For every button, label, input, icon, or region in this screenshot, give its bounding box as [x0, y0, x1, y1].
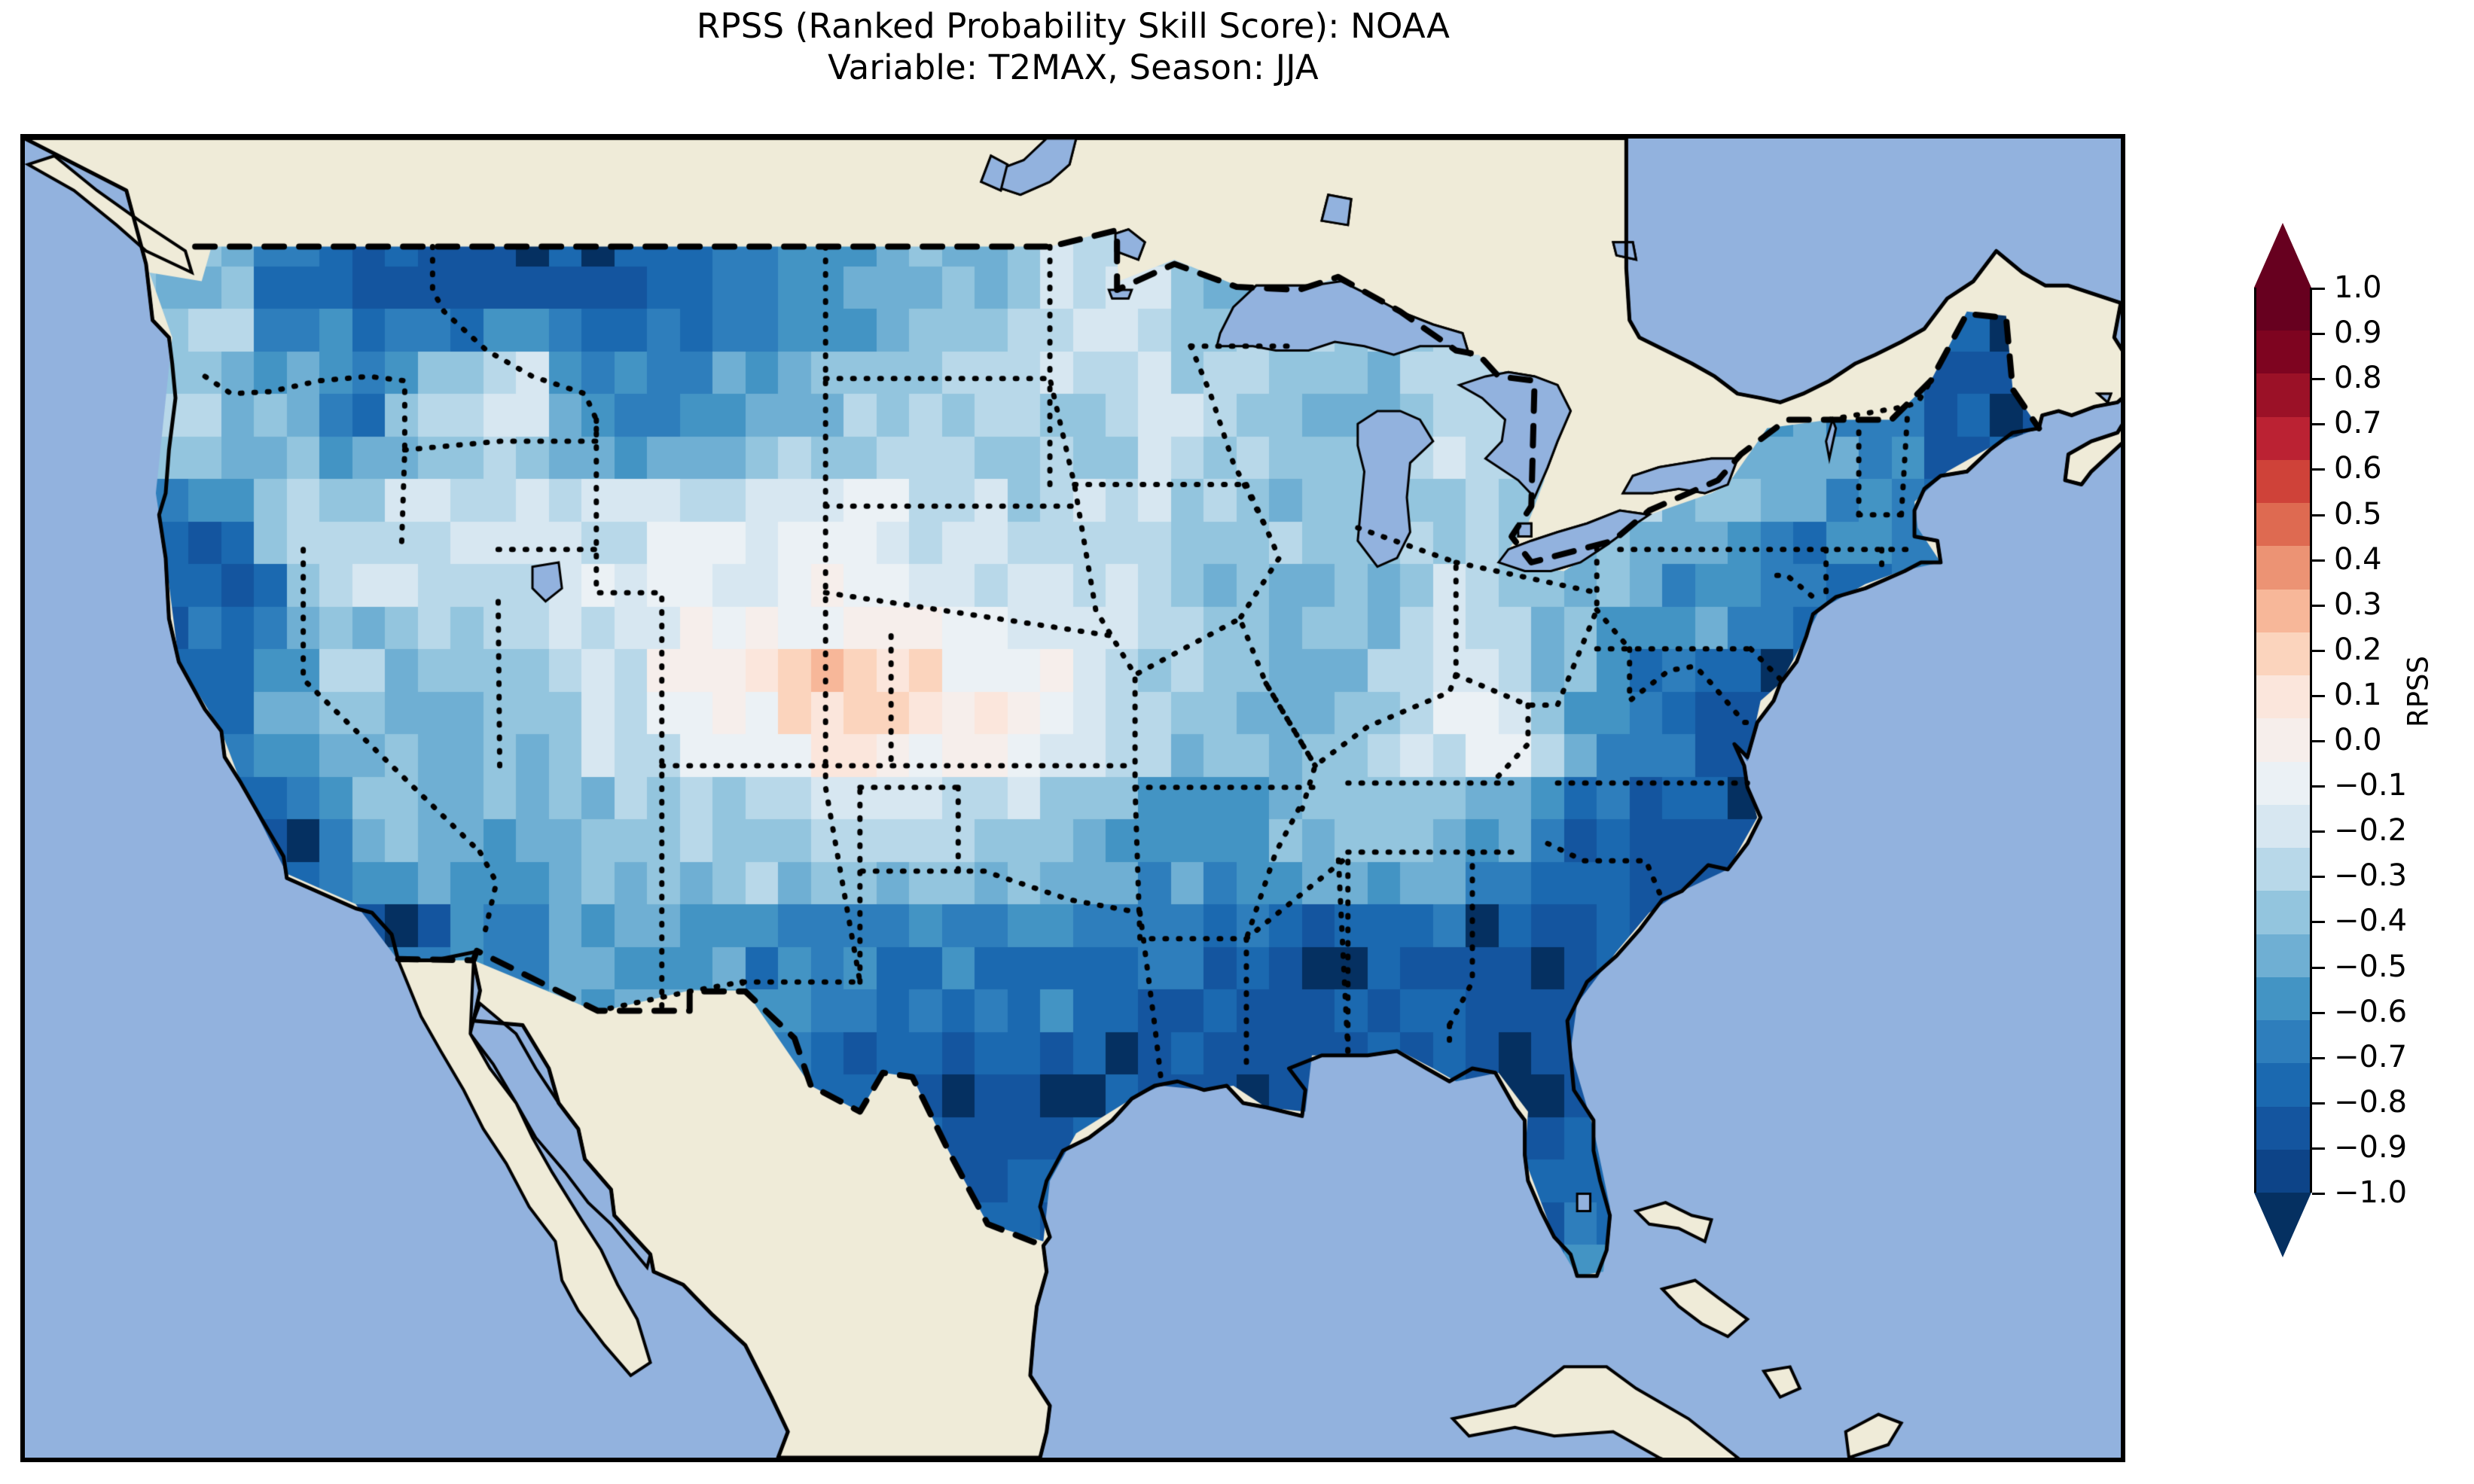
colorbar-band: [2256, 632, 2310, 676]
colorbar-band: [2256, 934, 2310, 978]
colorbar-tick-label: −0.7: [2334, 1039, 2408, 1074]
colorbar-tick: [2312, 423, 2325, 426]
colorbar-tick-label: −0.2: [2334, 813, 2408, 849]
colorbar-tick: [2312, 1056, 2325, 1059]
colorbar-tick-label: −0.8: [2334, 1084, 2408, 1120]
title-line-2: Variable: T2MAX, Season: JJA: [828, 47, 1319, 87]
colorbar-tick-label: −1.0: [2334, 1175, 2408, 1210]
colorbar-tick-label: 1.0: [2334, 270, 2382, 305]
colorbar-tick: [2312, 559, 2325, 562]
colorbar-band: [2256, 331, 2310, 375]
colorbar-band: [2256, 891, 2310, 935]
colorbar-tick-label: −0.1: [2334, 768, 2408, 803]
colorbar-band: [2256, 977, 2310, 1021]
colorbar-tick-label: 0.7: [2334, 406, 2382, 441]
colorbar-tick-label: 0.5: [2334, 496, 2382, 532]
colorbar-tick: [2312, 876, 2325, 879]
colorbar-extend-top-arrow: [2254, 223, 2311, 288]
title-line-1: RPSS (Ranked Probability Skill Score): N…: [696, 6, 1451, 46]
colorbar-tick: [2312, 966, 2325, 969]
colorbar-tick-label: 0.6: [2334, 451, 2382, 486]
colorbar-tick: [2312, 333, 2325, 336]
colorbar-tick: [2312, 694, 2325, 697]
colorbar-tick-label: 0.0: [2334, 723, 2382, 757]
colorbar-tick-label: −0.5: [2334, 949, 2408, 984]
colorbar-band: [2256, 459, 2310, 504]
colorbar-tick: [2312, 1147, 2325, 1150]
colorbar-tick: [2312, 1102, 2325, 1105]
colorbar-tick-label: 0.8: [2334, 361, 2382, 396]
colorbar-tick: [2312, 1193, 2325, 1195]
colorbar-gradient: [2254, 288, 2312, 1193]
colorbar-band: [2256, 761, 2310, 806]
colorbar-axis-label: RPSS: [2402, 656, 2435, 727]
colorbar-extend-bottom-arrow: [2254, 1193, 2311, 1257]
colorbar-tick: [2312, 378, 2325, 381]
colorbar-tick: [2312, 468, 2325, 471]
colorbar-tick-label: −0.9: [2334, 1129, 2408, 1165]
colorbar-tick-label: −0.3: [2334, 858, 2408, 894]
colorbar-tick-label: −0.4: [2334, 904, 2408, 939]
colorbar-band: [2256, 503, 2310, 547]
colorbar-tick-label: −0.6: [2334, 994, 2408, 1029]
colorbar-band: [2256, 1106, 2310, 1150]
colorbar-band: [2256, 416, 2310, 461]
colorbar-tick: [2312, 288, 2325, 290]
colorbar-band: [2256, 804, 2310, 849]
rpss-heatmap-canvas: [25, 139, 2121, 1458]
colorbar: 1.0 0.9 0.8 0.7 0.6 0.5 0.4 0.3 0.2 0.1 0.0 −0.1 −0.…: [2254, 223, 2474, 1300]
colorbar-tick: [2312, 649, 2325, 652]
colorbar-tick-label: 0.1: [2334, 677, 2382, 712]
colorbar-band: [2256, 675, 2310, 719]
colorbar-tick: [2312, 513, 2325, 517]
colorbar-band: [2256, 546, 2310, 590]
colorbar-band: [2256, 718, 2310, 763]
colorbar-band: [2256, 288, 2310, 331]
colorbar-tick-label: 0.4: [2334, 541, 2382, 577]
colorbar-band: [2256, 1149, 2310, 1193]
colorbar-tick: [2312, 604, 2325, 607]
colorbar-band: [2256, 1020, 2310, 1064]
colorbar-tick: [2312, 1011, 2325, 1014]
colorbar-tick: [2312, 921, 2325, 924]
colorbar-band: [2256, 373, 2310, 418]
colorbar-tick-label: 0.9: [2334, 315, 2382, 351]
colorbar-band: [2256, 848, 2310, 891]
page-title: RPSS (Ranked Probability Skill Score): N…: [0, 0, 2146, 89]
colorbar-tick-label: 0.3: [2334, 587, 2382, 622]
colorbar-tick: [2312, 740, 2325, 742]
colorbar-band: [2256, 589, 2310, 633]
map-plot-area: [20, 134, 2125, 1462]
colorbar-tick-label: 0.2: [2334, 632, 2382, 667]
colorbar-tick: [2312, 785, 2325, 788]
colorbar-tick: [2312, 830, 2325, 833]
colorbar-band: [2256, 1063, 2310, 1108]
